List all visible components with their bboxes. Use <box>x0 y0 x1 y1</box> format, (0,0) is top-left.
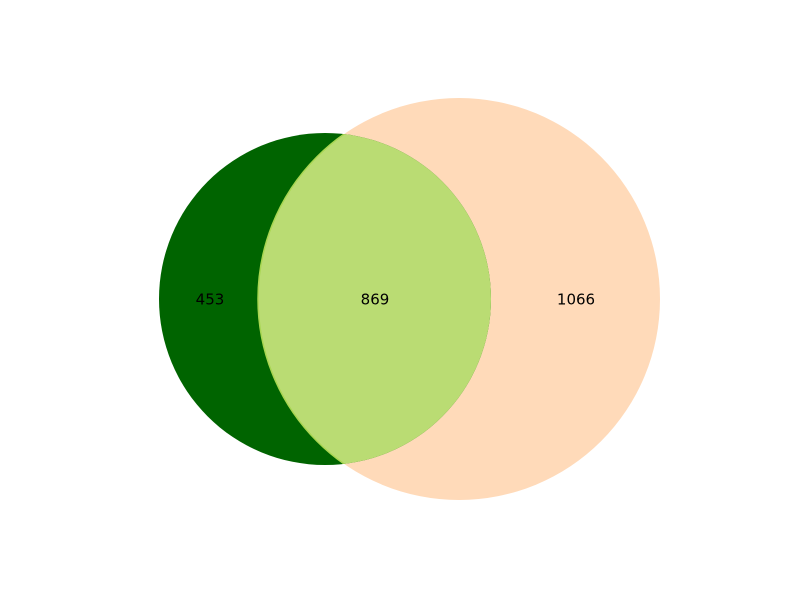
only-b-count: 1066 <box>557 291 595 309</box>
intersection-count: 869 <box>361 291 390 309</box>
only-a-count: 453 <box>196 291 225 309</box>
intersection-region <box>257 133 491 465</box>
